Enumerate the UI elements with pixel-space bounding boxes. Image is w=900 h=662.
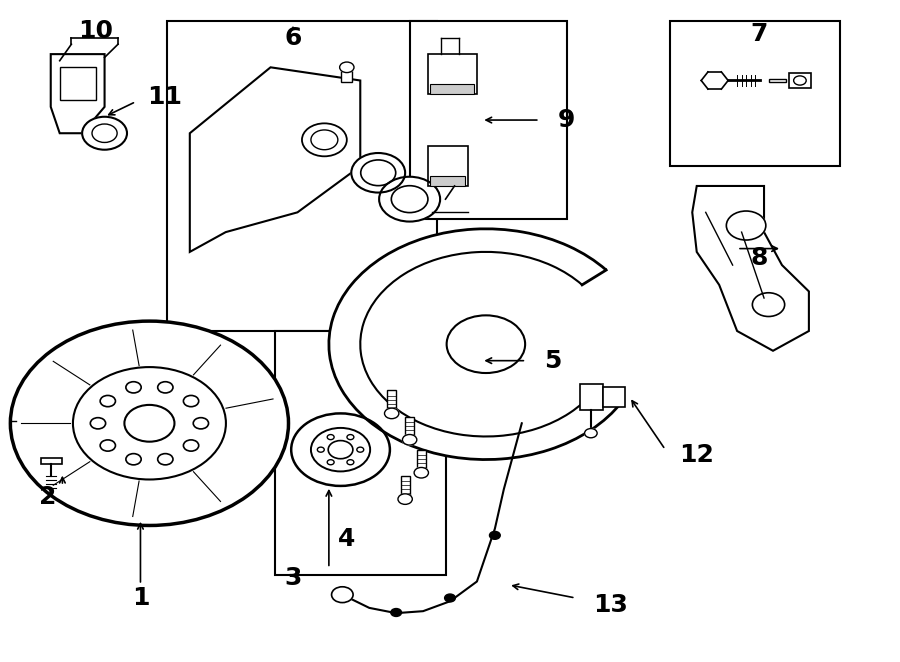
Circle shape	[310, 428, 370, 471]
Circle shape	[328, 459, 334, 465]
Polygon shape	[167, 21, 436, 331]
Circle shape	[328, 434, 334, 440]
Text: 4: 4	[338, 527, 356, 551]
Circle shape	[347, 434, 354, 440]
Circle shape	[490, 532, 500, 540]
Polygon shape	[417, 449, 426, 473]
Circle shape	[392, 186, 428, 213]
Polygon shape	[430, 176, 465, 186]
Polygon shape	[670, 21, 841, 166]
Circle shape	[794, 76, 806, 85]
Circle shape	[100, 395, 115, 406]
Circle shape	[445, 594, 455, 602]
Polygon shape	[430, 84, 474, 94]
Text: 7: 7	[751, 23, 769, 46]
Polygon shape	[59, 68, 95, 100]
Circle shape	[184, 440, 199, 451]
Text: 9: 9	[558, 108, 575, 132]
Circle shape	[73, 367, 226, 479]
Text: 5: 5	[544, 349, 562, 373]
Polygon shape	[692, 186, 809, 351]
Text: 2: 2	[40, 485, 57, 509]
Polygon shape	[387, 391, 396, 413]
Circle shape	[361, 160, 396, 185]
Polygon shape	[602, 387, 625, 407]
Circle shape	[82, 117, 127, 150]
Circle shape	[126, 453, 141, 465]
Polygon shape	[405, 416, 414, 440]
Circle shape	[158, 453, 173, 465]
Circle shape	[379, 177, 440, 222]
Circle shape	[318, 447, 324, 452]
Text: 6: 6	[284, 26, 302, 50]
Circle shape	[194, 418, 209, 429]
Circle shape	[398, 494, 412, 504]
Circle shape	[11, 321, 289, 526]
Circle shape	[90, 418, 105, 429]
Polygon shape	[275, 331, 446, 575]
Text: 13: 13	[594, 592, 628, 616]
Polygon shape	[40, 457, 61, 464]
Wedge shape	[328, 229, 622, 459]
Polygon shape	[769, 79, 787, 83]
Polygon shape	[50, 54, 104, 133]
Circle shape	[92, 124, 117, 142]
Circle shape	[126, 382, 141, 393]
Circle shape	[339, 62, 354, 73]
Circle shape	[391, 608, 401, 616]
Circle shape	[446, 315, 525, 373]
Polygon shape	[428, 146, 468, 186]
Circle shape	[726, 211, 766, 240]
Text: 3: 3	[284, 566, 302, 591]
Circle shape	[384, 408, 399, 418]
Circle shape	[292, 413, 390, 486]
Circle shape	[585, 428, 597, 438]
Circle shape	[158, 382, 173, 393]
Text: 10: 10	[78, 19, 113, 43]
Circle shape	[100, 440, 115, 451]
Circle shape	[328, 441, 353, 459]
Circle shape	[402, 434, 417, 445]
Text: 8: 8	[751, 246, 768, 271]
Polygon shape	[410, 21, 567, 219]
Polygon shape	[428, 54, 477, 94]
Circle shape	[356, 447, 364, 452]
Text: 11: 11	[147, 85, 182, 109]
Text: 1: 1	[131, 586, 149, 610]
Polygon shape	[400, 476, 410, 499]
Polygon shape	[190, 68, 360, 252]
Circle shape	[351, 153, 405, 193]
Circle shape	[310, 130, 338, 150]
Circle shape	[302, 123, 346, 156]
Polygon shape	[580, 384, 602, 410]
Polygon shape	[789, 73, 811, 89]
Text: 12: 12	[679, 443, 714, 467]
Circle shape	[124, 405, 175, 442]
Circle shape	[752, 293, 785, 316]
Circle shape	[331, 587, 353, 602]
Circle shape	[347, 459, 354, 465]
Circle shape	[414, 467, 428, 478]
Polygon shape	[341, 71, 352, 83]
Circle shape	[184, 395, 199, 406]
